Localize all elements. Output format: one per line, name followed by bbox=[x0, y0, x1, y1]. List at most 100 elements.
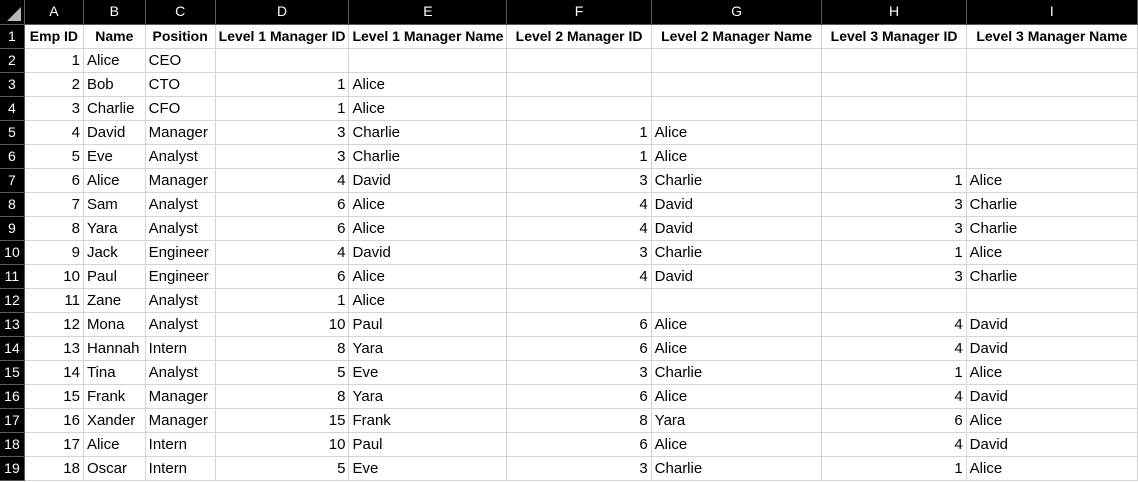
cell-E6[interactable]: Charlie bbox=[348, 144, 508, 169]
cell-E19[interactable]: Eve bbox=[348, 456, 508, 481]
cell-I14[interactable]: David bbox=[966, 336, 1138, 361]
cell-B10[interactable]: Jack bbox=[83, 240, 146, 265]
row-header-10[interactable]: 10 bbox=[0, 240, 25, 265]
column-header-h[interactable]: H bbox=[821, 0, 967, 25]
cell-B8[interactable]: Sam bbox=[83, 192, 146, 217]
cell-A7[interactable]: 6 bbox=[24, 168, 84, 193]
cell-E8[interactable]: Alice bbox=[348, 192, 508, 217]
cell-E5[interactable]: Charlie bbox=[348, 120, 508, 145]
row-header-3[interactable]: 3 bbox=[0, 72, 25, 97]
cell-C9[interactable]: Analyst bbox=[145, 216, 216, 241]
cell-E3[interactable]: Alice bbox=[348, 72, 508, 97]
row-header-15[interactable]: 15 bbox=[0, 360, 25, 385]
row-header-17[interactable]: 17 bbox=[0, 408, 25, 433]
cell-G17[interactable]: Yara bbox=[651, 408, 823, 433]
cell-I2[interactable] bbox=[966, 48, 1138, 73]
cell-H8[interactable]: 3 bbox=[821, 192, 967, 217]
row-header-12[interactable]: 12 bbox=[0, 288, 25, 313]
cell-F4[interactable] bbox=[506, 96, 652, 121]
cell-I10[interactable]: Alice bbox=[966, 240, 1138, 265]
cell-E15[interactable]: Eve bbox=[348, 360, 508, 385]
cell-A11[interactable]: 10 bbox=[24, 264, 84, 289]
cell-E9[interactable]: Alice bbox=[348, 216, 508, 241]
cell-I13[interactable]: David bbox=[966, 312, 1138, 337]
cell-H3[interactable] bbox=[821, 72, 967, 97]
cell-G9[interactable]: David bbox=[651, 216, 823, 241]
cell-A12[interactable]: 11 bbox=[24, 288, 84, 313]
cell-E16[interactable]: Yara bbox=[348, 384, 508, 409]
row-header-8[interactable]: 8 bbox=[0, 192, 25, 217]
cell-G3[interactable] bbox=[651, 72, 823, 97]
cell-B14[interactable]: Hannah bbox=[83, 336, 146, 361]
cell-F9[interactable]: 4 bbox=[506, 216, 652, 241]
cell-I8[interactable]: Charlie bbox=[966, 192, 1138, 217]
header-cell-level3-manager-name[interactable]: Level 3 Manager Name bbox=[966, 24, 1138, 49]
cell-B2[interactable]: Alice bbox=[83, 48, 146, 73]
header-cell-level1-manager-name[interactable]: Level 1 Manager Name bbox=[348, 24, 508, 49]
cell-G15[interactable]: Charlie bbox=[651, 360, 823, 385]
cell-F5[interactable]: 1 bbox=[506, 120, 652, 145]
cell-G8[interactable]: David bbox=[651, 192, 823, 217]
cell-C8[interactable]: Analyst bbox=[145, 192, 216, 217]
header-cell-name[interactable]: Name bbox=[83, 24, 146, 49]
cell-B18[interactable]: Alice bbox=[83, 432, 146, 457]
cell-D15[interactable]: 5 bbox=[215, 360, 350, 385]
cell-F17[interactable]: 8 bbox=[506, 408, 652, 433]
cell-I3[interactable] bbox=[966, 72, 1138, 97]
cell-A18[interactable]: 17 bbox=[24, 432, 84, 457]
cell-D19[interactable]: 5 bbox=[215, 456, 350, 481]
cell-A15[interactable]: 14 bbox=[24, 360, 84, 385]
cell-I12[interactable] bbox=[966, 288, 1138, 313]
cell-D11[interactable]: 6 bbox=[215, 264, 350, 289]
cell-I18[interactable]: David bbox=[966, 432, 1138, 457]
row-header-2[interactable]: 2 bbox=[0, 48, 25, 73]
cell-C14[interactable]: Intern bbox=[145, 336, 216, 361]
column-header-g[interactable]: G bbox=[651, 0, 823, 25]
row-header-9[interactable]: 9 bbox=[0, 216, 25, 241]
cell-H15[interactable]: 1 bbox=[821, 360, 967, 385]
row-header-14[interactable]: 14 bbox=[0, 336, 25, 361]
cell-C13[interactable]: Analyst bbox=[145, 312, 216, 337]
cell-A14[interactable]: 13 bbox=[24, 336, 84, 361]
cell-A6[interactable]: 5 bbox=[24, 144, 84, 169]
cell-B11[interactable]: Paul bbox=[83, 264, 146, 289]
cell-D12[interactable]: 1 bbox=[215, 288, 350, 313]
cell-B9[interactable]: Yara bbox=[83, 216, 146, 241]
header-cell-level3-manager-id[interactable]: Level 3 Manager ID bbox=[821, 24, 967, 49]
column-header-i[interactable]: I bbox=[966, 0, 1138, 25]
row-header-16[interactable]: 16 bbox=[0, 384, 25, 409]
cell-H4[interactable] bbox=[821, 96, 967, 121]
cell-G4[interactable] bbox=[651, 96, 823, 121]
row-header-18[interactable]: 18 bbox=[0, 432, 25, 457]
cell-C6[interactable]: Analyst bbox=[145, 144, 216, 169]
cell-E13[interactable]: Paul bbox=[348, 312, 508, 337]
header-cell-level2-manager-id[interactable]: Level 2 Manager ID bbox=[506, 24, 652, 49]
cell-H7[interactable]: 1 bbox=[821, 168, 967, 193]
cell-E10[interactable]: David bbox=[348, 240, 508, 265]
cell-E11[interactable]: Alice bbox=[348, 264, 508, 289]
cell-H19[interactable]: 1 bbox=[821, 456, 967, 481]
cell-C15[interactable]: Analyst bbox=[145, 360, 216, 385]
cell-C5[interactable]: Manager bbox=[145, 120, 216, 145]
cell-G2[interactable] bbox=[651, 48, 823, 73]
cell-G13[interactable]: Alice bbox=[651, 312, 823, 337]
cell-C16[interactable]: Manager bbox=[145, 384, 216, 409]
cell-F14[interactable]: 6 bbox=[506, 336, 652, 361]
cell-G11[interactable]: David bbox=[651, 264, 823, 289]
cell-A4[interactable]: 3 bbox=[24, 96, 84, 121]
cell-H9[interactable]: 3 bbox=[821, 216, 967, 241]
cell-C4[interactable]: CFO bbox=[145, 96, 216, 121]
cell-B4[interactable]: Charlie bbox=[83, 96, 146, 121]
cell-C12[interactable]: Analyst bbox=[145, 288, 216, 313]
cell-I7[interactable]: Alice bbox=[966, 168, 1138, 193]
cell-A5[interactable]: 4 bbox=[24, 120, 84, 145]
cell-F7[interactable]: 3 bbox=[506, 168, 652, 193]
cell-I15[interactable]: Alice bbox=[966, 360, 1138, 385]
cell-I16[interactable]: David bbox=[966, 384, 1138, 409]
cell-C7[interactable]: Manager bbox=[145, 168, 216, 193]
row-header-1[interactable]: 1 bbox=[0, 24, 25, 49]
cell-B12[interactable]: Zane bbox=[83, 288, 146, 313]
cell-A9[interactable]: 8 bbox=[24, 216, 84, 241]
cell-B15[interactable]: Tina bbox=[83, 360, 146, 385]
cell-H17[interactable]: 6 bbox=[821, 408, 967, 433]
